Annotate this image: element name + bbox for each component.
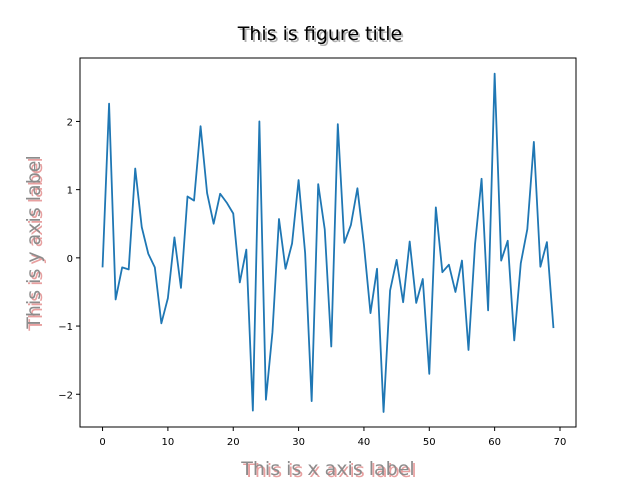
y-tick-label: 1: [67, 186, 73, 197]
x-tick-label: 10: [162, 437, 175, 448]
x-tick-label: 30: [292, 437, 305, 448]
x-tick-label: 60: [488, 437, 501, 448]
x-tick-label: 40: [358, 437, 371, 448]
series-line: [101, 72, 555, 413]
y-axis-ticks: −2 −1 0 1 2: [58, 117, 80, 401]
x-tick-label: 70: [554, 437, 567, 448]
x-axis-label-group: This is x axis label This is x axis labe…: [240, 458, 416, 480]
x-tick-label: 0: [99, 437, 105, 448]
chart-title-shadow: This is figure title: [239, 25, 404, 47]
y-axis-label-shadow: This is y axis label: [25, 157, 47, 331]
y-axis-label: This is y axis label: [23, 155, 45, 329]
y-tick-label: −2: [58, 390, 73, 401]
series-layer: [101, 72, 555, 413]
chart-title: This is figure title: [237, 23, 402, 45]
x-axis-label-shadow: This is x axis label: [242, 460, 416, 480]
x-axis-ticks: 0 10 20 30 40 50 60 70: [99, 427, 566, 448]
title-group: This is figure title This is figure titl…: [237, 23, 404, 47]
x-axis-label: This is x axis label: [240, 458, 414, 480]
x-tick-label: 20: [227, 437, 240, 448]
y-tick-label: 0: [67, 254, 73, 265]
y-tick-label: 2: [67, 117, 73, 128]
x-tick-label: 50: [423, 437, 436, 448]
y-tick-label: −1: [58, 322, 73, 333]
y-axis-label-group: This is y axis label This is y axis labe…: [23, 155, 47, 331]
plot-frame: [79, 57, 577, 428]
